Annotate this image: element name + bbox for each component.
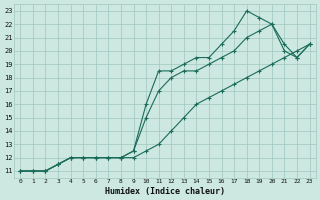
X-axis label: Humidex (Indice chaleur): Humidex (Indice chaleur): [105, 187, 225, 196]
